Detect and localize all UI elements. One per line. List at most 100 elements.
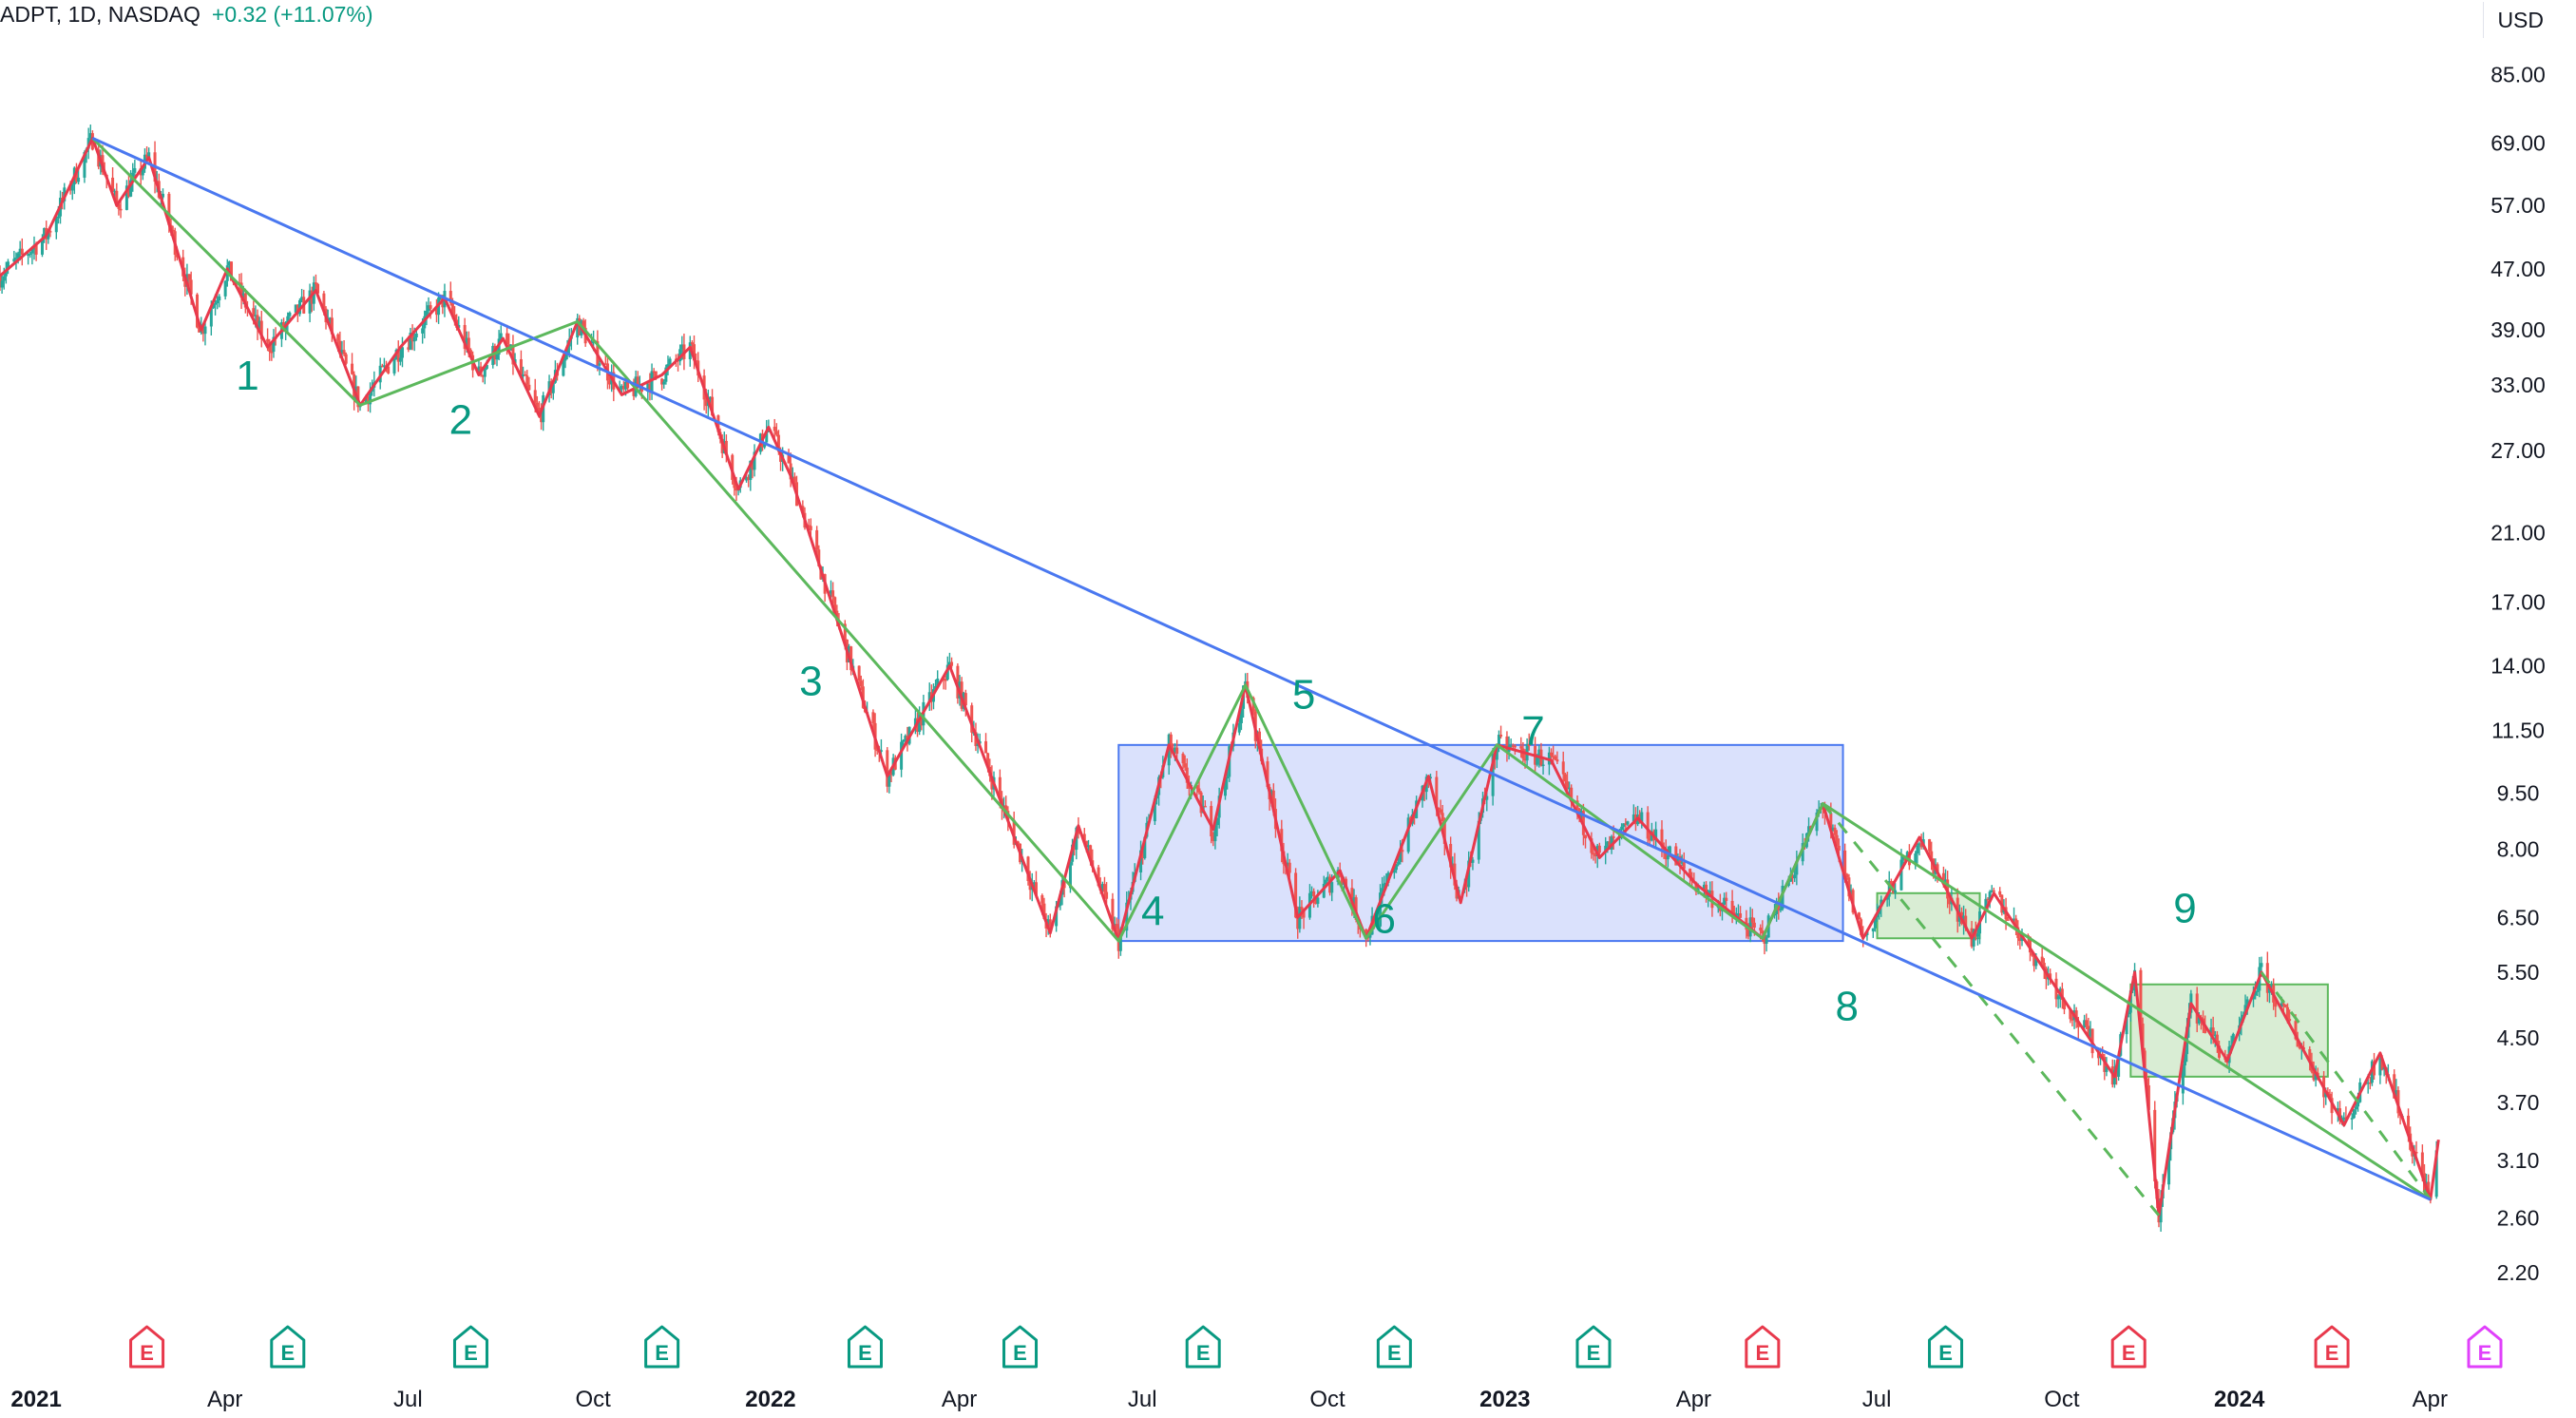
candle-body <box>2420 1152 2424 1174</box>
candle-body <box>1845 873 1849 878</box>
candle-body <box>1919 843 1923 848</box>
candle-body <box>1197 788 1201 793</box>
candle-body <box>562 360 565 376</box>
candle-body <box>2283 1004 2287 1007</box>
candle-body <box>2076 1022 2080 1027</box>
candle-body <box>1028 881 1032 891</box>
candle-body <box>2407 1115 2411 1134</box>
candle-body <box>1004 805 1008 812</box>
candle-body <box>1397 861 1401 865</box>
candle-body <box>1986 898 1990 901</box>
candle-body <box>776 434 780 452</box>
earnings-marker <box>1185 1325 1221 1369</box>
candle-body <box>1568 787 1572 790</box>
candle-body <box>6 261 10 270</box>
candle-body <box>1437 808 1441 810</box>
candle-body <box>2366 1082 2370 1084</box>
candle-body <box>2211 1027 2215 1036</box>
candle-body <box>831 590 835 598</box>
candle-body <box>1936 864 1939 873</box>
candle-body <box>448 291 452 304</box>
candle-body <box>481 375 485 377</box>
earnings-marker <box>2314 1325 2350 1369</box>
candle-body <box>1781 885 1784 910</box>
y-tick-label: 2.60 <box>2497 1205 2540 1230</box>
candle-body <box>0 280 4 288</box>
candle-body <box>400 347 404 358</box>
x-tick-label: Oct <box>1309 1387 1345 1412</box>
candle-body <box>2070 1019 2074 1021</box>
wave-line <box>91 137 2432 1201</box>
candle-body <box>1590 838 1593 853</box>
candle-body <box>2354 1106 2357 1110</box>
candle-body <box>330 317 334 335</box>
candle-body <box>2395 1090 2398 1099</box>
candle-body <box>1606 841 1610 846</box>
currency-button[interactable]: USD <box>2483 2 2557 38</box>
candle-body <box>535 402 539 408</box>
candle-body <box>2294 1021 2298 1040</box>
candle-body <box>1654 829 1658 841</box>
candle-body <box>1174 747 1177 753</box>
candle-body <box>666 364 670 368</box>
candle-body <box>286 316 290 324</box>
candle-body <box>753 451 756 470</box>
candle-body <box>646 383 650 393</box>
wave-label: 8 <box>1836 984 1859 1030</box>
candle-body <box>648 383 652 393</box>
candle-body <box>113 190 117 193</box>
candle-body <box>1779 909 1783 910</box>
candle-body <box>773 427 776 431</box>
candle-body <box>1570 787 1574 801</box>
y-tick-label: 2.20 <box>2497 1260 2540 1285</box>
candle-body <box>1125 902 1129 931</box>
candle-body <box>1723 897 1727 905</box>
consolidation-box <box>1876 891 1981 940</box>
candle-body <box>366 396 370 405</box>
candle-body <box>2357 1102 2360 1107</box>
symbol-label[interactable]: ADPT, 1D, NASDAQ <box>0 2 200 27</box>
candle-body <box>1610 836 1613 850</box>
candle-body <box>1239 708 1243 723</box>
candle-body <box>1032 882 1036 885</box>
earnings-marker-label: E <box>1013 1341 1027 1365</box>
candle-body <box>1084 840 1088 848</box>
candle-body <box>1948 898 1952 905</box>
candle-body <box>34 244 38 255</box>
candle-body <box>468 350 472 355</box>
candle-body <box>680 344 684 350</box>
candle-body <box>927 692 931 702</box>
y-tick-label: 3.10 <box>2497 1148 2540 1173</box>
candle-body <box>1831 827 1835 831</box>
earnings-marker-label: E <box>655 1341 669 1365</box>
candle-body <box>1668 846 1671 856</box>
x-tick-label: Apr <box>2413 1387 2448 1412</box>
candle-body <box>2231 1033 2235 1045</box>
earnings-marker-label: E <box>2325 1341 2339 1365</box>
y-tick-label: 9.50 <box>2497 780 2540 805</box>
candle-body <box>450 303 454 316</box>
candle-body <box>1620 826 1624 831</box>
candle-body <box>1604 845 1608 853</box>
x-tick-label: Apr <box>207 1387 242 1412</box>
candle-body <box>1016 841 1020 844</box>
candle-body <box>624 381 628 390</box>
earnings-marker-label: E <box>2478 1341 2492 1365</box>
candle-body <box>2125 1013 2128 1035</box>
candle-body <box>1310 891 1314 893</box>
candle-body <box>1708 891 1712 893</box>
candle-body <box>1837 845 1841 851</box>
candle-body <box>1746 929 1750 937</box>
candle-body <box>294 304 297 313</box>
candle-body <box>2062 999 2066 1009</box>
candle-body <box>1449 843 1453 868</box>
wave-label: 3 <box>799 659 822 705</box>
candle-body <box>252 308 256 316</box>
candle-body <box>239 282 243 298</box>
candle-body <box>40 239 44 255</box>
candle-body <box>111 177 115 192</box>
candle-body <box>690 342 694 345</box>
candle-body <box>223 280 227 297</box>
